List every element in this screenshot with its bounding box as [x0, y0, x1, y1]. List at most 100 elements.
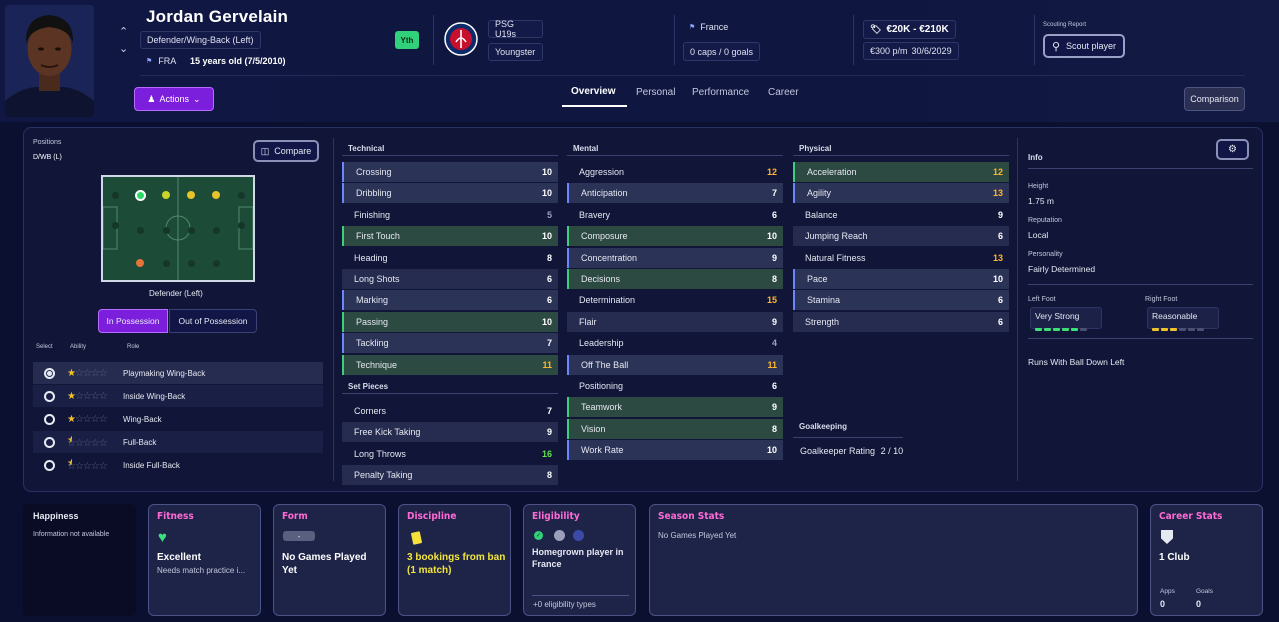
attribute-row-leadership[interactable]: Leadership 4 — [567, 333, 783, 353]
attribute-row-agility[interactable]: Agility 13 — [793, 183, 1009, 204]
attribute-row-marking[interactable]: Marking 6 — [342, 290, 558, 311]
attribute-row-positioning[interactable]: Positioning 6 — [567, 376, 783, 396]
club-name[interactable]: PSG U19s — [488, 19, 543, 39]
attribute-row-crossing[interactable]: Crossing 10 — [342, 162, 558, 182]
attribute-row-determination[interactable]: Determination 15 — [567, 290, 783, 310]
personality-label: Personality — [1028, 251, 1063, 258]
club-crest-icon[interactable] — [444, 22, 478, 56]
comparison-button[interactable]: Comparison — [1184, 87, 1245, 111]
pitch-position-dot[interactable] — [136, 226, 144, 234]
pitch-position-dot[interactable] — [162, 259, 170, 267]
role-radio[interactable] — [44, 459, 55, 471]
attribute-value: 4 — [771, 338, 777, 349]
season-stats-card[interactable]: Season Stats No Games Played Yet — [649, 504, 1138, 616]
attribute-row-long-shots[interactable]: Long Shots 6 — [342, 269, 558, 289]
attribute-row-aggression[interactable]: Aggression 12 — [567, 162, 783, 182]
attribute-row-anticipation[interactable]: Anticipation 7 — [567, 183, 783, 204]
personality-value: Fairly Determined — [1028, 264, 1096, 274]
attribute-row-concentration[interactable]: Concentration 9 — [567, 247, 783, 268]
attribute-row-work-rate[interactable]: Work Rate 10 — [567, 440, 783, 461]
eligibility-title: Eligibility — [532, 511, 580, 522]
attribute-row-jumping-reach[interactable]: Jumping Reach 6 — [793, 226, 1009, 247]
role-radio[interactable] — [44, 436, 55, 448]
price-tag-icon: 🏷 — [870, 24, 882, 34]
form-card[interactable]: Form - No Games Played Yet — [273, 504, 386, 616]
role-row[interactable]: ★☆☆☆☆ Playmaking Wing-Back — [33, 362, 323, 384]
attribute-row-free-kick-taking[interactable]: Free Kick Taking 9 — [342, 422, 558, 443]
pitch-position-dot[interactable] — [212, 191, 220, 199]
attribute-row-finishing[interactable]: Finishing 5 — [342, 205, 558, 225]
attribute-row-decisions[interactable]: Decisions 8 — [567, 269, 783, 289]
attribute-row-teamwork[interactable]: Teamwork 9 — [567, 397, 783, 418]
tab-personal[interactable]: Personal — [636, 87, 676, 98]
role-row[interactable]: ★☆☆☆☆☆ Inside Full-Back — [33, 454, 323, 476]
attribute-row-corners[interactable]: Corners 7 — [342, 401, 558, 421]
nation-label[interactable]: ⚑ France — [683, 18, 734, 36]
eligibility-footer[interactable]: +0 eligibility types — [533, 600, 596, 609]
discipline-card[interactable]: Discipline 3 bookings from ban (1 match) — [398, 504, 511, 616]
role-row[interactable]: ★☆☆☆☆☆ Full-Back — [33, 431, 323, 453]
attribute-row-flair[interactable]: Flair 9 — [567, 311, 783, 332]
player-dna-icon[interactable]: ⚙ — [1216, 139, 1249, 160]
attribute-row-long-throws[interactable]: Long Throws 16 — [342, 444, 558, 464]
pitch-position-dot[interactable] — [136, 259, 144, 267]
attribute-row-acceleration[interactable]: Acceleration 12 — [793, 162, 1009, 182]
attribute-row-technique[interactable]: Technique 11 — [342, 354, 558, 375]
actions-button[interactable]: ♟ Actions ⌄ — [134, 87, 214, 111]
role-radio[interactable] — [44, 390, 55, 402]
height-value: 1.75 m — [1028, 196, 1054, 206]
role-radio[interactable] — [44, 367, 55, 379]
attribute-row-dribbling[interactable]: Dribbling 10 — [342, 183, 558, 204]
pitch-position-dot[interactable] — [212, 226, 220, 234]
happiness-card[interactable]: Happiness Information not available — [23, 504, 136, 616]
pitch-position-dot[interactable] — [111, 221, 119, 229]
attribute-row-vision[interactable]: Vision 8 — [567, 418, 783, 439]
role-row[interactable]: ★☆☆☆☆ Inside Wing-Back — [33, 385, 323, 407]
height-label: Height — [1028, 183, 1049, 190]
attribute-row-first-touch[interactable]: First Touch 10 — [342, 226, 558, 247]
scout-player-button[interactable]: ⚲ Scout player — [1043, 34, 1125, 58]
out-of-possession-toggle[interactable]: Out of Possession — [169, 309, 257, 333]
pitch-position-dot[interactable] — [111, 191, 119, 199]
attribute-row-balance[interactable]: Balance 9 — [793, 205, 1009, 225]
attribute-row-natural-fitness[interactable]: Natural Fitness 13 — [793, 248, 1009, 268]
attribute-value: 10 — [541, 188, 552, 199]
fitness-card[interactable]: Fitness ♥ Excellent Needs match practice… — [148, 504, 261, 616]
pitch-position-dot[interactable] — [134, 189, 146, 201]
attribute-name: Flair — [579, 316, 597, 327]
attribute-row-stamina[interactable]: Stamina 6 — [793, 290, 1009, 311]
role-radio[interactable] — [44, 413, 55, 425]
attribute-row-strength[interactable]: Strength 6 — [793, 311, 1009, 332]
attribute-row-composure[interactable]: Composure 10 — [567, 226, 783, 247]
attribute-row-heading[interactable]: Heading 8 — [342, 248, 558, 268]
attribute-row-off-the-ball[interactable]: Off The Ball 11 — [567, 354, 783, 375]
pitch-position-dot[interactable] — [162, 226, 170, 234]
in-possession-toggle[interactable]: In Possession — [98, 309, 168, 333]
attribute-row-tackling[interactable]: Tackling 7 — [342, 333, 558, 354]
tab-performance[interactable]: Performance — [692, 87, 750, 98]
compare-button[interactable]: ◫ Compare — [253, 140, 319, 162]
attribute-row-passing[interactable]: Passing 10 — [342, 311, 558, 332]
player-age: 15 years old (7/5/2010) — [190, 56, 286, 66]
tab-overview[interactable]: Overview — [571, 86, 616, 97]
attribute-row-penalty-taking[interactable]: Penalty Taking 8 — [342, 465, 558, 486]
chevron-down-icon: ⌄ — [193, 93, 201, 104]
career-stats-card[interactable]: Career Stats 1 Club Apps Goals 0 0 — [1150, 504, 1263, 616]
pitch-position-dot[interactable] — [187, 191, 195, 199]
previous-player-icon[interactable]: ⌃ — [119, 26, 129, 38]
attribute-row-bravery[interactable]: Bravery 6 — [567, 205, 783, 225]
pitch-position-dot[interactable] — [162, 191, 170, 199]
foot-bar — [1062, 328, 1069, 331]
pitch-position-dot[interactable] — [187, 226, 195, 234]
next-player-icon[interactable]: ⌄ — [119, 43, 129, 55]
eligibility-card[interactable]: Eligibility ✓ Homegrown player in France… — [523, 504, 636, 616]
pitch-position-dot[interactable] — [237, 191, 245, 199]
attribute-name: Pace — [807, 274, 828, 284]
role-row[interactable]: ★☆☆☆☆ Wing-Back — [33, 408, 323, 430]
tab-career[interactable]: Career — [768, 87, 799, 98]
pitch-position-dot[interactable] — [187, 259, 195, 267]
pitch-position-dot[interactable] — [237, 221, 245, 229]
divider — [433, 15, 434, 65]
pitch-position-dot[interactable] — [212, 259, 220, 267]
attribute-row-pace[interactable]: Pace 10 — [793, 269, 1009, 289]
